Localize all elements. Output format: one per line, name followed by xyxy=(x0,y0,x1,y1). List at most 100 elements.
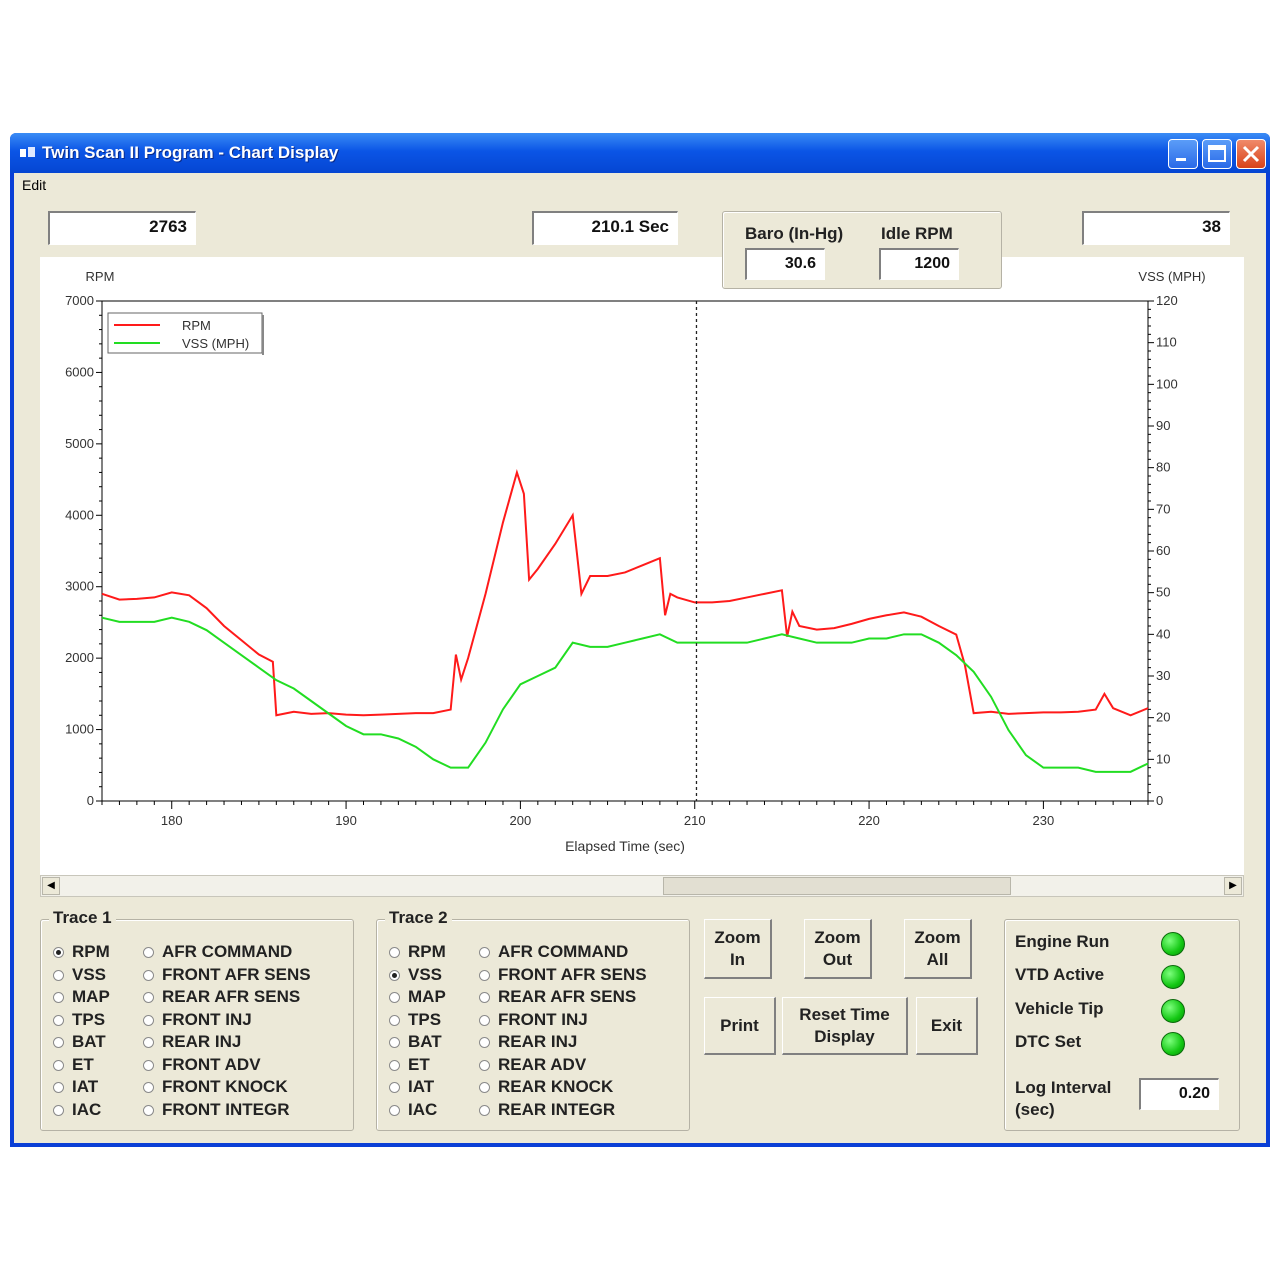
close-icon xyxy=(1242,145,1260,163)
close-button[interactable] xyxy=(1236,139,1266,169)
trace1-radio-iat[interactable]: IAT xyxy=(53,1077,98,1097)
trace1-radio-rpm[interactable]: RPM xyxy=(53,942,110,962)
trace2-radio-iac[interactable]: IAC xyxy=(389,1100,437,1120)
radio-circle-icon xyxy=(143,1104,154,1116)
y-right-tick-label: 100 xyxy=(1156,376,1178,391)
zoom-all-button[interactable]: Zoom All xyxy=(904,919,972,979)
radio-label: AFR COMMAND xyxy=(162,942,293,961)
y-left-tick-label: 1000 xyxy=(65,722,94,737)
trace1-radio-vss[interactable]: VSS xyxy=(53,965,106,985)
trace2-radio-rpm[interactable]: RPM xyxy=(389,942,446,962)
trace1-group: Trace 1 RPM VSS MAP TPS BAT ET IAT IAC AFR COMMA… xyxy=(40,908,354,1131)
radio-circle-icon xyxy=(389,1104,400,1116)
y-right-tick-label: 80 xyxy=(1156,460,1170,475)
y-left-tick-label: 3000 xyxy=(65,579,94,594)
y-right-tick-label: 110 xyxy=(1156,335,1177,350)
trace1-radio-et[interactable]: ET xyxy=(53,1055,94,1075)
baro-value[interactable]: 30.6 xyxy=(745,248,825,280)
time-scrollbar[interactable]: ◀ ▶ xyxy=(40,875,1244,897)
exit-button[interactable]: Exit xyxy=(916,997,978,1055)
radio-label: REAR INJ xyxy=(162,1032,242,1051)
radio-label: FRONT INJ xyxy=(498,1009,588,1029)
trace2-radio-tps[interactable]: TPS xyxy=(389,1010,441,1030)
trace2-radio-vss[interactable]: VSS xyxy=(389,965,442,985)
radio-circle-icon xyxy=(53,992,64,1003)
zoom-in-line2: In xyxy=(729,949,746,969)
y-right-tick-label: 30 xyxy=(1156,668,1170,683)
legend-label: VSS (MPH) xyxy=(182,336,249,351)
x-axis-label: Elapsed Time (sec) xyxy=(565,838,685,854)
radio-label: FRONT AFR SENS xyxy=(162,964,311,984)
y-left-axis-label: RPM xyxy=(86,269,115,284)
trace1-radio-tps[interactable]: TPS xyxy=(53,1010,105,1030)
y-right-tick-label: 70 xyxy=(1156,501,1170,516)
y-right-tick-label: 50 xyxy=(1156,585,1170,600)
client-area: Edit 2763 210.1 Sec 38 180 190 200 210 220 23… xyxy=(14,173,1266,1143)
scroll-thumb[interactable] xyxy=(663,877,1011,895)
trace2-radio-map[interactable]: MAP xyxy=(389,987,446,1007)
radio-label: MAP xyxy=(408,987,446,1006)
scroll-right-arrow[interactable]: ▶ xyxy=(1224,877,1242,895)
radio-label: VSS xyxy=(72,964,107,984)
trace1-radio-front-afr-sens[interactable]: FRONT AFR SENS xyxy=(143,965,311,985)
zoom-out-button[interactable]: Zoom Out xyxy=(804,919,872,979)
maximize-button[interactable] xyxy=(1202,139,1232,169)
radio-circle-icon xyxy=(53,947,64,958)
radio-label: FRONT KNOCK xyxy=(162,1077,288,1096)
trace2-radio-front-inj[interactable]: FRONT INJ xyxy=(479,1010,588,1030)
trace1-radio-iac[interactable]: IAC xyxy=(53,1100,101,1120)
plot-frame xyxy=(101,300,1149,802)
reset-line2: Display xyxy=(814,1026,875,1046)
radio-circle-icon xyxy=(389,992,400,1003)
log-interval-input[interactable]: 0.20 xyxy=(1139,1078,1219,1110)
trace1-radio-afr-command[interactable]: AFR COMMAND xyxy=(143,942,292,962)
radio-circle-icon xyxy=(53,1037,64,1048)
trace2-radio-bat[interactable]: BAT xyxy=(389,1032,442,1052)
radio-circle-icon xyxy=(479,1037,490,1048)
settings-panel: Baro (In-Hg) Idle RPM 30.6 1200 xyxy=(722,211,1002,289)
y-right-tick-label: 60 xyxy=(1156,543,1170,558)
radio-label: REAR KNOCK xyxy=(498,1077,614,1096)
trace2-radio-afr-command[interactable]: AFR COMMAND xyxy=(479,942,628,962)
scroll-left-arrow[interactable]: ◀ xyxy=(42,877,60,895)
trace2-radio-front-afr-sens[interactable]: FRONT AFR SENS xyxy=(479,965,647,985)
vss-series-line xyxy=(101,616,1149,773)
vehicle-tip-indicator xyxy=(1161,999,1185,1023)
trace2-radio-rear-inj[interactable]: REAR INJ xyxy=(479,1032,577,1052)
cursor-value-left: 2763 xyxy=(48,211,196,245)
radio-label: REAR ADV xyxy=(498,1054,587,1074)
title-bar[interactable]: Twin Scan II Program - Chart Display xyxy=(10,133,1270,173)
trace2-radio-iat[interactable]: IAT xyxy=(389,1077,434,1097)
y-right-tick-label: 90 xyxy=(1156,418,1170,433)
reset-time-display-button[interactable]: Reset Time Display xyxy=(782,997,908,1055)
idle-rpm-value[interactable]: 1200 xyxy=(879,248,959,280)
trace2-radio-et[interactable]: ET xyxy=(389,1055,430,1075)
x-tick-label: 220 xyxy=(858,813,880,828)
trace1-radio-map[interactable]: MAP xyxy=(53,987,110,1007)
trace2-radio-rear-adv[interactable]: REAR ADV xyxy=(479,1055,586,1075)
trace1-radio-rear-afr-sens[interactable]: REAR AFR SENS xyxy=(143,987,300,1007)
radio-circle-icon xyxy=(143,947,154,958)
trace1-radio-bat[interactable]: BAT xyxy=(53,1032,106,1052)
minimize-button[interactable] xyxy=(1168,139,1198,169)
cursor-value-right: 38 xyxy=(1082,211,1230,245)
zoom-all-line1: Zoom xyxy=(914,927,961,947)
trace1-radio-front-adv[interactable]: FRONT ADV xyxy=(143,1055,261,1075)
trace2-radio-rear-afr-sens[interactable]: REAR AFR SENS xyxy=(479,987,636,1007)
radio-label: FRONT INJ xyxy=(162,1009,252,1029)
print-button[interactable]: Print xyxy=(704,997,776,1055)
log-interval-label: Log Interval xyxy=(1015,1078,1112,1097)
trace2-radio-rear-knock[interactable]: REAR KNOCK xyxy=(479,1077,613,1097)
zoom-in-button[interactable]: Zoom In xyxy=(704,919,772,979)
trace1-radio-front-knock[interactable]: FRONT KNOCK xyxy=(143,1077,288,1097)
radio-label: MAP xyxy=(72,987,110,1006)
trace1-radio-front-inj[interactable]: FRONT INJ xyxy=(143,1010,252,1030)
idle-rpm-label: Idle RPM xyxy=(881,224,953,243)
trace2-radio-rear-integr[interactable]: REAR INTEGR xyxy=(479,1100,615,1120)
trace1-radio-front-integr[interactable]: FRONT INTEGR xyxy=(143,1100,290,1120)
x-tick-label: 210 xyxy=(684,813,706,828)
menu-edit[interactable]: Edit xyxy=(22,177,47,193)
x-tick-label: 180 xyxy=(161,813,183,828)
maximize-icon xyxy=(1208,145,1226,162)
trace1-radio-rear-inj[interactable]: REAR INJ xyxy=(143,1032,241,1052)
